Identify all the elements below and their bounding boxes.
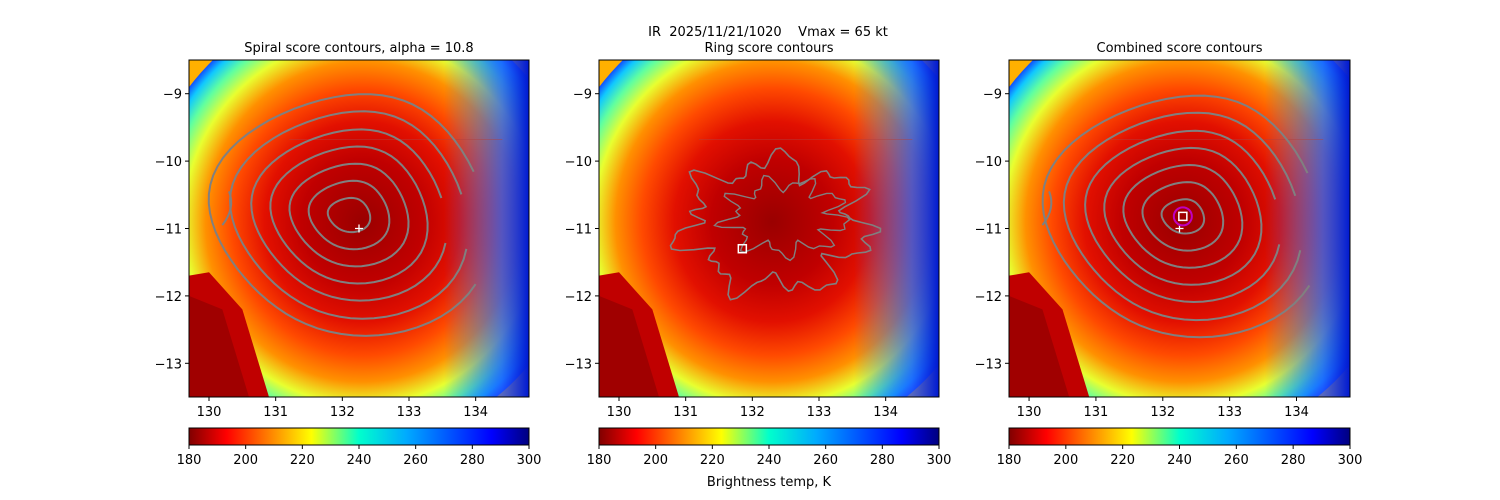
x-tick-label: 130 — [197, 405, 222, 420]
score-contours — [1041, 94, 1311, 339]
y-tick-label: −11 — [975, 223, 1002, 238]
contour-line — [221, 191, 233, 226]
panel-title: Combined score contours — [1097, 41, 1263, 56]
satellite-image — [189, 60, 529, 397]
contour-line — [1103, 146, 1263, 286]
y-tick-label: −12 — [155, 290, 182, 305]
x-tick-label: 133 — [397, 405, 422, 420]
colorbar-tick-label: 280 — [1281, 453, 1306, 468]
x-tick-label: 134 — [1284, 405, 1309, 420]
colorbar-tick-label: 300 — [927, 453, 952, 468]
panel-2: Ring score contours 130 131 132 133 134 −9 −10 −… — [565, 41, 940, 420]
y-tick-label: −11 — [565, 223, 592, 238]
colorbar-tick-label: 220 — [290, 453, 315, 468]
colorbar-tick-label: 220 — [700, 453, 725, 468]
contour-line — [250, 128, 447, 302]
panel-1: Spiral score contours, alpha = 10.8 130 13… — [155, 41, 530, 420]
x-tick-label: 134 — [463, 405, 488, 420]
colorbar-tick-label: 240 — [347, 453, 372, 468]
colorbar-tick-label: 280 — [460, 453, 485, 468]
best-track-marker — [1175, 224, 1184, 233]
colorbar-label: Brightness temp, K — [707, 475, 832, 490]
y-tick-label: −9 — [573, 88, 592, 103]
colorbar-tick-label: 240 — [1167, 453, 1192, 468]
contour-line — [1041, 94, 1311, 339]
contour-line — [326, 196, 372, 234]
x-tick-label: 132 — [330, 405, 355, 420]
contour-line — [1141, 181, 1225, 252]
colorbar-tick-label: 180 — [997, 453, 1022, 468]
colorbar-tick-label: 180 — [177, 453, 202, 468]
colorbar-tick-label: 180 — [587, 453, 612, 468]
x-tick-label: 132 — [740, 405, 765, 420]
y-tick-label: −12 — [565, 290, 592, 305]
y-tick-label: −10 — [975, 155, 1002, 170]
y-tick-label: −13 — [975, 357, 1002, 372]
colorbar-2: 180 200 220 240 260 280 300 — [587, 427, 952, 468]
panel-title: Ring score contours — [704, 41, 833, 56]
colorbar-tick-label: 260 — [403, 453, 428, 468]
x-tick-label: 131 — [1084, 405, 1109, 420]
satellite-image — [1009, 60, 1350, 397]
x-tick-label: 133 — [1217, 405, 1242, 420]
score-contours — [669, 147, 882, 301]
colorbar-gradient — [1008, 427, 1351, 446]
y-tick-label: −11 — [155, 223, 182, 238]
best-track-marker — [355, 224, 363, 233]
colorbar-gradient — [188, 427, 530, 446]
y-tick-label: −10 — [565, 155, 592, 170]
contour-line — [288, 162, 410, 268]
score-contours — [207, 93, 477, 337]
y-tick-label: −9 — [163, 88, 182, 103]
x-tick-label: 131 — [263, 405, 288, 420]
x-tick-label: 131 — [673, 405, 698, 420]
y-tick-label: −12 — [975, 290, 1002, 305]
y-tick-label: −9 — [983, 88, 1002, 103]
center-estimate-marker — [1178, 211, 1188, 222]
y-tick-label: −13 — [565, 357, 592, 372]
contour-line — [713, 174, 851, 262]
y-tick-label: −13 — [155, 357, 182, 372]
contour-line — [1062, 111, 1302, 322]
colorbar-tick-label: 260 — [813, 453, 838, 468]
colorbar-gradient — [598, 427, 940, 446]
x-tick-label: 130 — [607, 405, 632, 420]
contour-line — [1122, 163, 1244, 269]
colorbar-tick-label: 300 — [517, 453, 542, 468]
colorbar-tick-label: 220 — [1110, 453, 1135, 468]
colorbar-tick-label: 280 — [870, 453, 895, 468]
contour-line — [307, 179, 391, 251]
contour-line — [1160, 198, 1206, 235]
contour-line — [207, 93, 477, 337]
contour-line — [1041, 191, 1053, 226]
colorbar-tick-label: 240 — [757, 453, 782, 468]
contour-line — [669, 147, 882, 301]
colorbar-tick-label: 260 — [1224, 453, 1249, 468]
colorbar-3: 180 200 220 240 260 280 300 — [997, 427, 1363, 468]
y-tick-label: −10 — [155, 155, 182, 170]
x-tick-label: 132 — [1150, 405, 1175, 420]
center-estimate-marker — [737, 243, 748, 254]
x-tick-label: 134 — [873, 405, 898, 420]
satellite-image — [599, 60, 939, 397]
x-tick-label: 130 — [1017, 405, 1042, 420]
colorbar-tick-label: 200 — [233, 453, 258, 468]
contour-line — [1084, 129, 1281, 304]
center-ring-marker — [1172, 206, 1193, 227]
x-tick-label: 133 — [807, 405, 832, 420]
colorbar-tick-label: 200 — [643, 453, 668, 468]
colorbar-tick-label: 300 — [1338, 453, 1363, 468]
contour-line — [269, 145, 429, 285]
figure-suptitle: IR 2025/11/21/1020 Vmax = 65 kt — [648, 25, 888, 40]
colorbar-1: 180 200 220 240 260 280 300 — [177, 427, 542, 468]
panel-title: Spiral score contours, alpha = 10.8 — [244, 41, 473, 56]
panel-3: Combined score contours 130 131 132 133 134 −9… — [975, 41, 1351, 420]
colorbar-tick-label: 200 — [1053, 453, 1078, 468]
